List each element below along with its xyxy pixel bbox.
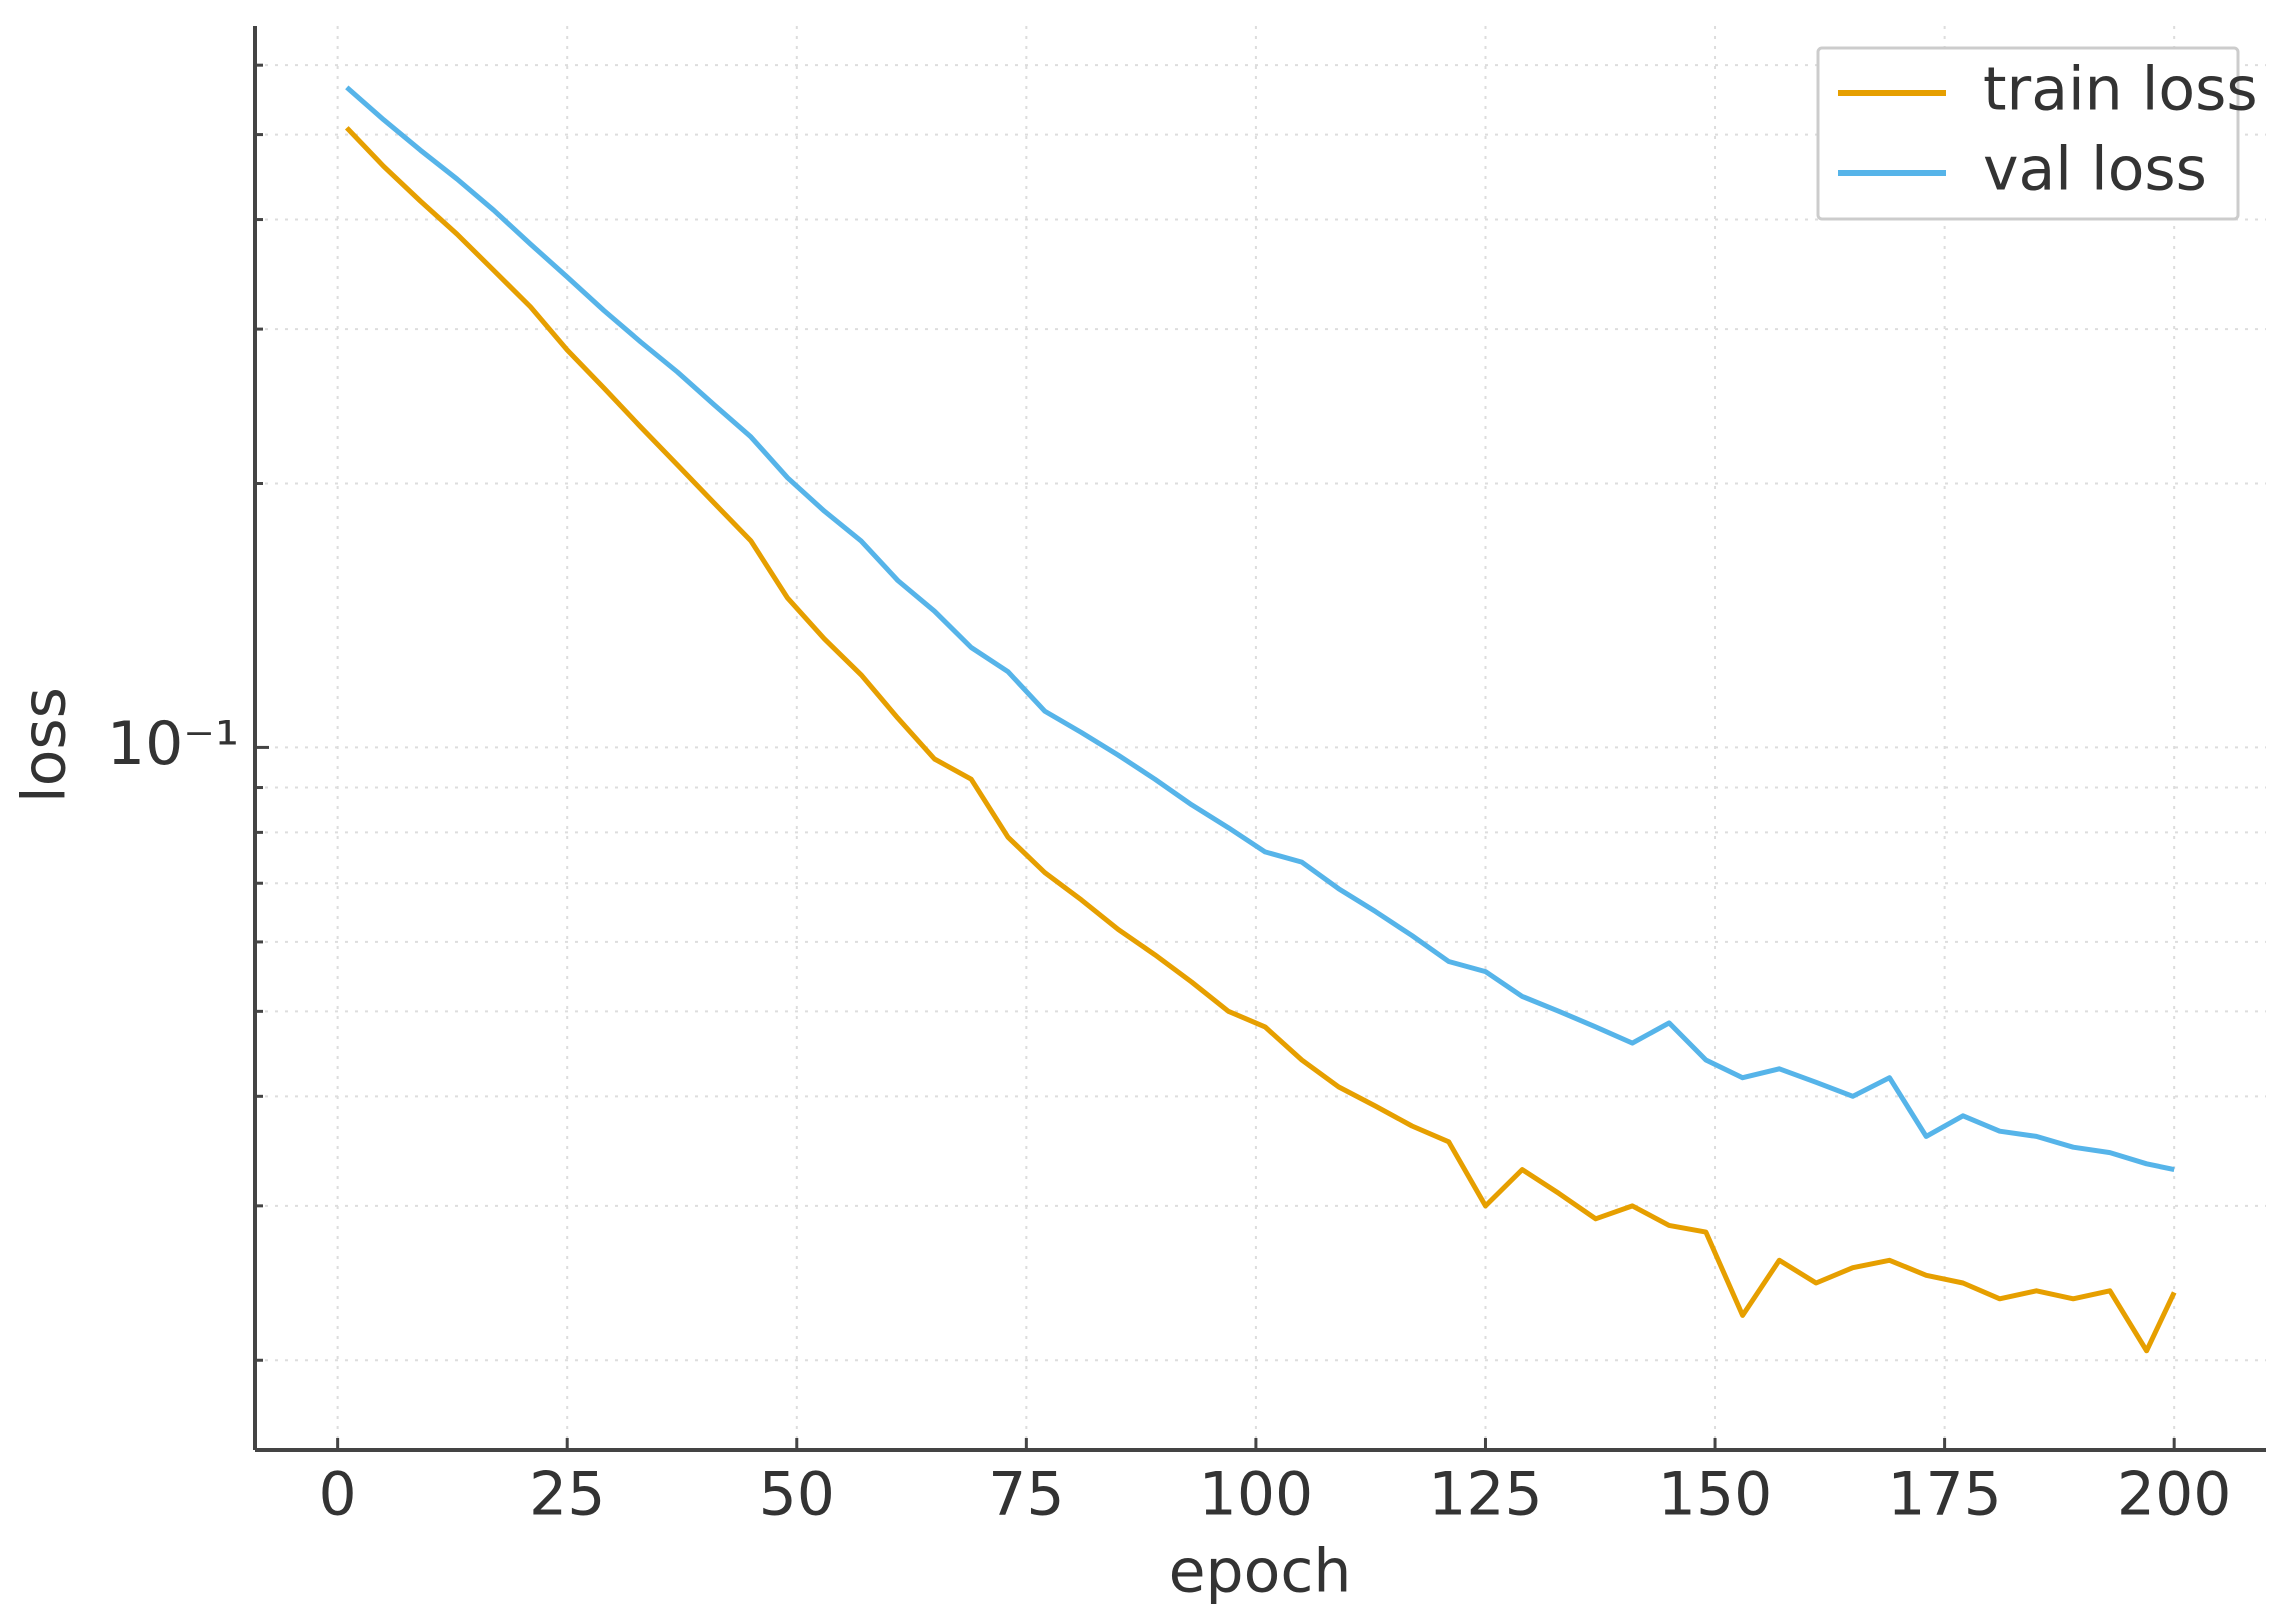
y-tick-label: 10⁻¹ — [107, 709, 239, 779]
series-line — [345, 85, 2175, 1173]
x-tick-label: 0 — [319, 1460, 357, 1530]
x-axis-label: epoch — [1169, 1537, 1352, 1607]
x-tick-label: 25 — [529, 1460, 605, 1530]
x-tick-label: 200 — [2117, 1460, 2232, 1530]
legend-label: train loss — [1983, 55, 2258, 125]
x-tick-label: 75 — [988, 1460, 1064, 1530]
x-tick-label: 175 — [1887, 1460, 2002, 1530]
x-tick-label: 150 — [1658, 1460, 1773, 1530]
y-axis-label: loss — [10, 687, 80, 803]
legend-label: val loss — [1983, 135, 2207, 205]
series-line — [344, 126, 2177, 1354]
x-tick-label: 50 — [759, 1460, 835, 1530]
x-tick-label: 100 — [1199, 1460, 1314, 1530]
x-tick-label: 125 — [1428, 1460, 1543, 1530]
